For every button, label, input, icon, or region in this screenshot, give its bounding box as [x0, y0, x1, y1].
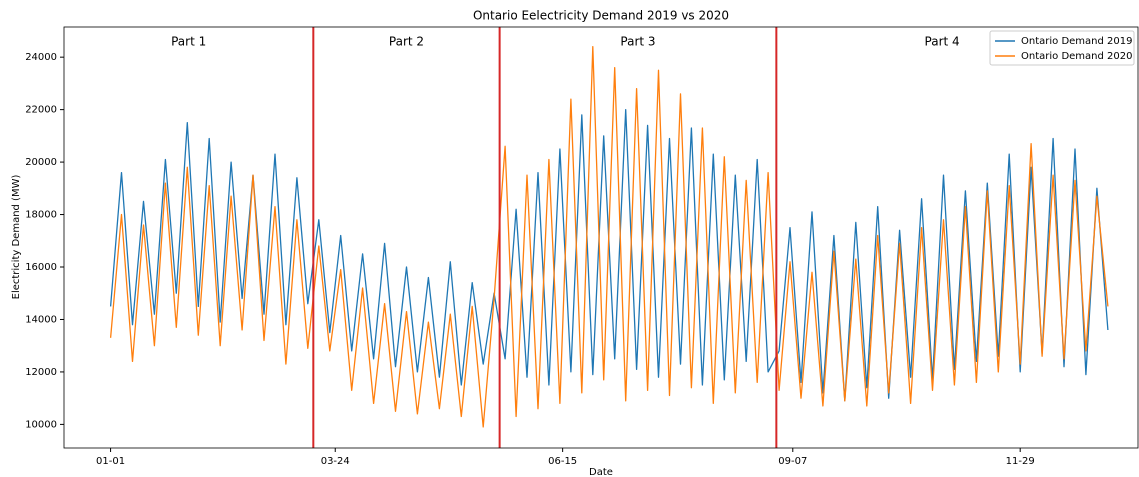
chart-title: Ontario Eelectricity Demand 2019 vs 2020	[473, 9, 729, 23]
data-line	[109, 108, 1109, 402]
y-tick-label: 10000	[25, 419, 57, 430]
y-tick-label: 22000	[25, 105, 57, 116]
legend-label: Ontario Demand 2019	[1021, 36, 1132, 47]
legend: Ontario Demand 2019 Ontario Demand 2020	[989, 30, 1135, 66]
y-tick-label: 16000	[25, 262, 57, 273]
legend-label: Ontario Demand 2020	[1021, 51, 1132, 62]
part-label: Part 4	[925, 35, 960, 49]
plot-frame	[63, 26, 1139, 449]
x-tick-label: 03-24	[321, 456, 350, 467]
y-tick-label: 18000	[25, 210, 57, 221]
part-label: Part 3	[620, 35, 655, 49]
x-tick-label: 11-29	[1006, 456, 1035, 467]
part-label: Part 2	[389, 35, 424, 49]
y-axis-label: Electricity Demand (MW)	[11, 175, 22, 300]
y-tick-label: 20000	[25, 157, 57, 168]
x-tick-label: 06-15	[548, 456, 577, 467]
data-line	[109, 46, 1109, 428]
y-tick-label: 12000	[25, 367, 57, 378]
y-tick-label: 14000	[25, 314, 57, 325]
x-axis-label: Date	[589, 467, 613, 477]
part-label: Part 1	[171, 35, 206, 49]
y-tick-label: 24000	[25, 52, 57, 63]
x-tick-label: 01-01	[96, 456, 125, 467]
x-tick-label: 09-07	[778, 456, 807, 467]
legend-box	[989, 30, 1135, 66]
